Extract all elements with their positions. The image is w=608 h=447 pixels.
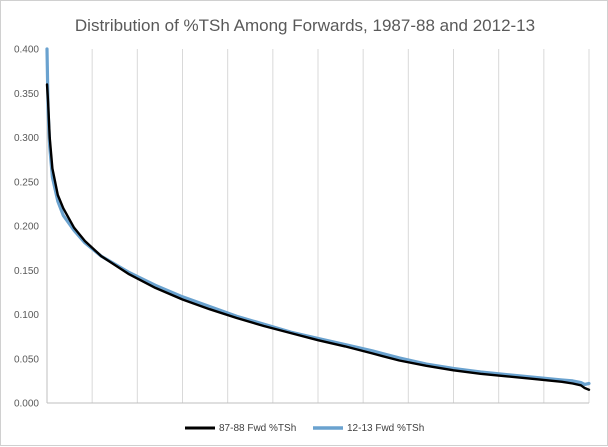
y-tick-label: 0.150 [14,266,39,277]
y-tick-label: 0.000 [14,399,39,410]
legend: 87-88 Fwd %TSh 12-13 Fwd %TSh [185,423,424,434]
series-line-87-88 [45,83,591,391]
vertical-gridlines [91,49,590,403]
legend-label-87-88: 87-88 Fwd %TSh [219,423,296,434]
y-tick-label: 0.100 [14,310,39,321]
chart-title: Distribution of %TSh Among Forwards, 198… [75,16,535,35]
y-tick-label: 0.400 [14,45,39,56]
y-tick-label: 0.350 [14,89,39,100]
y-axis: 0.000 0.050 0.100 0.150 0.200 0.250 0.300 0.350… [14,45,589,410]
y-tick-label: 0.250 [14,177,39,188]
y-tick-label: 0.050 [14,354,39,365]
y-tick-label: 0.200 [14,222,39,233]
legend-label-12-13: 12-13 Fwd %TSh [347,423,424,434]
series-lines [45,47,591,391]
y-tick-label: 0.300 [14,133,39,144]
series-line-12-13 [45,47,591,386]
